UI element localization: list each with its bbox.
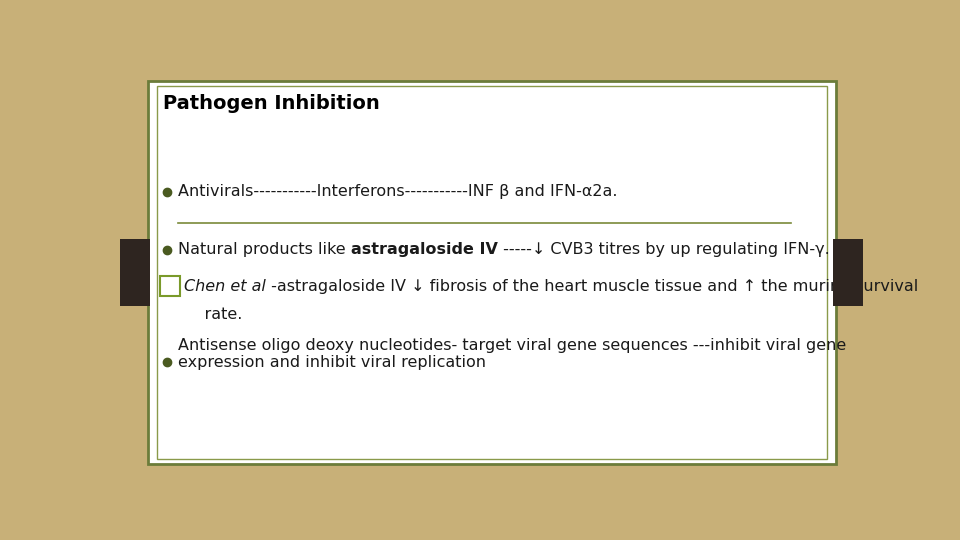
Text: Pathogen Inhibition: Pathogen Inhibition: [163, 94, 380, 113]
Text: Antisense oligo deoxy nucleotides- target viral gene sequences ---inhibit viral : Antisense oligo deoxy nucleotides- targe…: [178, 338, 847, 353]
Text: Chen et al: Chen et al: [184, 279, 266, 294]
Text: astragaloside IV: astragaloside IV: [350, 242, 497, 258]
Text: rate.: rate.: [184, 307, 242, 322]
Text: Natural products like: Natural products like: [178, 242, 350, 258]
FancyBboxPatch shape: [148, 82, 836, 464]
Text: -----↓ CVB3 titres by up regulating IFN-γ.: -----↓ CVB3 titres by up regulating IFN-…: [497, 242, 829, 258]
Text: Antivirals-----------Interferons-----------INF β and IFN-α2a.: Antivirals-----------Interferons--------…: [178, 184, 617, 199]
Bar: [120, 239, 150, 306]
Text: expression and inhibit viral replication: expression and inhibit viral replication: [178, 355, 486, 369]
Text: -astragaloside IV ↓ fibrosis of the heart muscle tissue and ↑ the murine surviva: -astragaloside IV ↓ fibrosis of the hear…: [266, 279, 918, 294]
FancyBboxPatch shape: [160, 276, 180, 295]
Bar: [832, 239, 862, 306]
